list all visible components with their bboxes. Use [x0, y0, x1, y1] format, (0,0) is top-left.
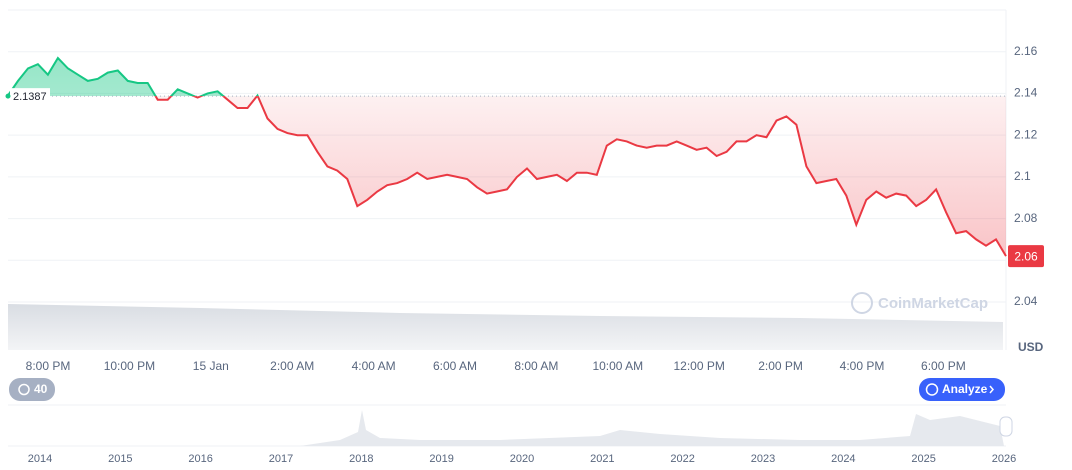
- year-label: 2021: [590, 453, 614, 465]
- x-tick-label: 2:00 PM: [758, 359, 803, 373]
- x-tick-label: 4:00 PM: [840, 359, 885, 373]
- last-label-bg: [1008, 245, 1044, 268]
- x-tick-label: 8:00 AM: [514, 359, 558, 373]
- year-label: 2017: [269, 453, 293, 465]
- x-tick-label: 8:00 PM: [26, 359, 71, 373]
- watermark-text: CoinMarketCap: [878, 295, 988, 312]
- y-tick-label: 2.1: [1014, 169, 1031, 183]
- navigator-handle[interactable]: [999, 416, 1013, 437]
- year-label: 2014: [28, 453, 52, 465]
- y-tick-label: 2.14: [1014, 86, 1038, 100]
- x-tick-label: 10:00 AM: [592, 359, 643, 373]
- baseline-label: 2.1387: [13, 91, 47, 103]
- year-label: 2022: [670, 453, 694, 465]
- baseline-label-bg: [10, 88, 50, 105]
- year-label: 2019: [429, 453, 453, 465]
- year-label: 2026: [992, 453, 1016, 465]
- year-label: 2015: [108, 453, 132, 465]
- area-up: [8, 58, 1006, 97]
- year-label: 2020: [510, 453, 534, 465]
- currency: USD: [1018, 340, 1044, 354]
- year-label: 2025: [911, 453, 935, 465]
- navigator-area: [8, 410, 1004, 446]
- x-tick-label: 4:00 AM: [352, 359, 396, 373]
- year-label: 2018: [349, 453, 373, 465]
- y-tick-label: 2.04: [1014, 294, 1038, 308]
- x-tick-label: 12:00 PM: [674, 359, 725, 373]
- analyze-button[interactable]: Analyze: [919, 378, 1005, 401]
- year-label: 2024: [831, 453, 855, 465]
- button-text: Analyze: [942, 382, 988, 396]
- last-label: 2.06: [1014, 249, 1038, 263]
- price-line-up: [7, 56, 259, 97]
- year-label: 2016: [188, 453, 212, 465]
- baseline-dot: [5, 93, 11, 99]
- badge[interactable]: 40: [9, 378, 55, 401]
- y-tick-label: 2.16: [1014, 44, 1038, 58]
- x-tick-label: 2:00 AM: [270, 359, 314, 373]
- x-tick-label: 10:00 PM: [104, 359, 155, 373]
- y-tick-label: 2.08: [1014, 211, 1038, 225]
- volume-area: [8, 304, 1003, 350]
- x-tick-label: 15 Jan: [193, 359, 229, 373]
- area-down: [155, 96, 1006, 257]
- price-line-down: [154, 96, 1007, 257]
- x-tick-label: 6:00 AM: [433, 359, 477, 373]
- y-tick-label: 2.12: [1014, 127, 1038, 141]
- x-tick-label: 6:00 PM: [921, 359, 966, 373]
- year-label: 2023: [751, 453, 775, 465]
- watermark: CoinMarketCap: [851, 292, 988, 314]
- badge-text: 40: [34, 382, 48, 396]
